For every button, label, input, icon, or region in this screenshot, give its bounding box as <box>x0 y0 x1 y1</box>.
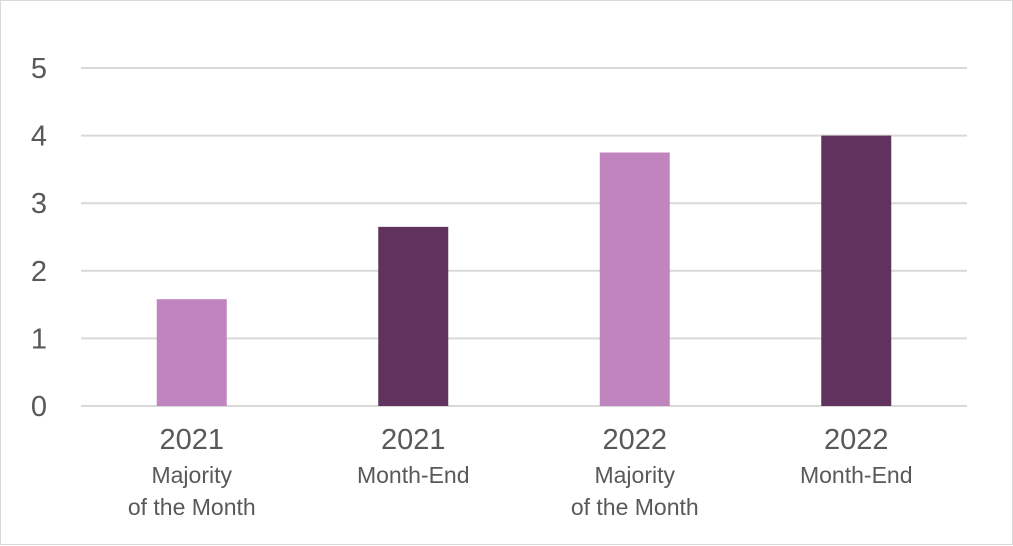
y-tick-label-1: 1 <box>31 323 47 355</box>
gridlines <box>81 67 967 407</box>
x-category-year-3: 2022 <box>602 424 667 456</box>
x-category-label-2-line-1: Month-End <box>357 462 470 488</box>
bar-4 <box>821 135 892 406</box>
y-tick-label-3: 3 <box>31 188 47 220</box>
y-tick-label-5: 5 <box>31 53 47 85</box>
x-category-year-4: 2022 <box>824 424 889 456</box>
x-category-label-3-line-1: Majority <box>594 462 675 488</box>
y-tick-label-2: 2 <box>31 256 47 288</box>
x-category-label-1-line-1: Majority <box>151 462 232 488</box>
bars <box>156 135 892 406</box>
x-category-label-3-line-2: of the Month <box>571 494 699 520</box>
x-category-label-1-line-2: of the Month <box>128 494 256 520</box>
bar-2 <box>378 226 449 406</box>
bar-3 <box>599 152 670 406</box>
x-category-label-4-line-1: Month-End <box>800 462 913 488</box>
bar-1 <box>156 299 227 406</box>
x-axis-category-labels: 2021 Majority of the Month 2021 Month-End 202… <box>128 424 913 520</box>
x-category-year-2: 2021 <box>381 424 446 456</box>
y-axis-tick-labels: 0 1 2 3 4 5 <box>31 53 47 423</box>
y-tick-label-0: 0 <box>31 391 47 423</box>
y-tick-label-4: 4 <box>31 121 47 153</box>
x-category-year-1: 2021 <box>159 424 224 456</box>
